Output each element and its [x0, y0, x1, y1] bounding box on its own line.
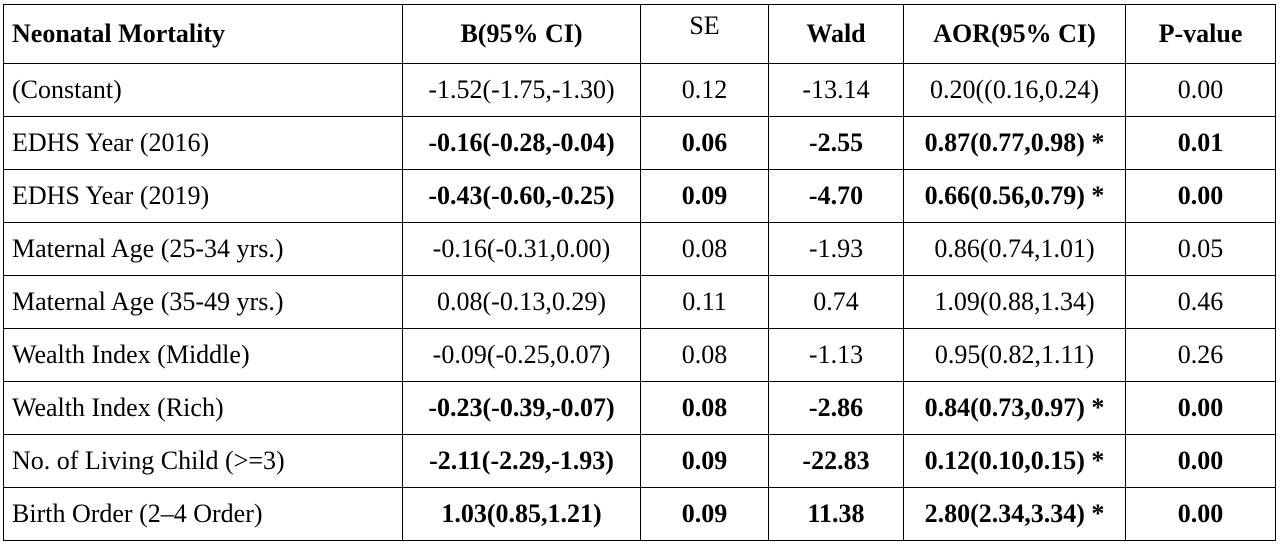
table-cell: 0.08 — [640, 222, 769, 276]
table-cell: 0.20((0.16,0.24) — [903, 63, 1126, 117]
table-cell: -2.11(-2.29,-1.93) — [402, 434, 641, 488]
table-cell: 0.01 — [1125, 116, 1276, 170]
table-cell: 0.00 — [1125, 487, 1276, 541]
table-cell: 0.09 — [640, 487, 769, 541]
table-cell: 0.06 — [640, 116, 769, 170]
table-cell: 1.09(0.88,1.34) — [903, 275, 1126, 329]
header-cell: P-value — [1125, 4, 1276, 64]
table-cell: 0.84(0.73,0.97) * — [903, 381, 1126, 435]
table-cell: 0.00 — [1125, 381, 1276, 435]
table-cell: 11.38 — [768, 487, 904, 541]
table-cell: 0.12(0.10,0.15) * — [903, 434, 1126, 488]
table-cell: 0.87(0.77,0.98) * — [903, 116, 1126, 170]
table-cell: Maternal Age (25-34 yrs.) — [3, 222, 403, 276]
table-cell: -22.83 — [768, 434, 904, 488]
header-cell: AOR(95% CI) — [903, 4, 1126, 64]
table-cell: 0.09 — [640, 169, 769, 223]
table-cell: -0.43(-0.60,-0.25) — [402, 169, 641, 223]
table-cell: -1.93 — [768, 222, 904, 276]
header-cell: Neonatal Mortality — [3, 4, 403, 64]
table-row: No. of Living Child (>=3) -2.11(-2.29,-1.… — [3, 434, 1276, 488]
table-cell: 0.00 — [1125, 169, 1276, 223]
table-cell: -2.86 — [768, 381, 904, 435]
table-cell: 0.95(0.82,1.11) — [903, 328, 1126, 382]
table-cell: Wealth Index (Middle) — [3, 328, 403, 382]
regression-table: Neonatal Mortality B(95% CI) SE Wald AOR(95%… — [3, 4, 1276, 541]
table-row: Maternal Age (35-49 yrs.) 0.08(-0.13,0.29… — [3, 275, 1276, 329]
table-cell: No. of Living Child (>=3) — [3, 434, 403, 488]
table-cell: -2.55 — [768, 116, 904, 170]
header-cell: B(95% CI) — [402, 4, 641, 64]
header-row: Neonatal Mortality B(95% CI) SE Wald AOR(95%… — [3, 4, 1276, 64]
table-cell: -1.13 — [768, 328, 904, 382]
table-cell: Wealth Index (Rich) — [3, 381, 403, 435]
table-row: Wealth Index (Middle) -0.09(-0.25,0.07) 0.… — [3, 328, 1276, 382]
table-cell: 0.00 — [1125, 63, 1276, 117]
table-cell: -1.52(-1.75,-1.30) — [402, 63, 641, 117]
table-cell: 0.11 — [640, 275, 769, 329]
table-cell: EDHS Year (2016) — [3, 116, 403, 170]
table-row: EDHS Year (2016) -0.16(-0.28,-0.04) 0.06 -2… — [3, 116, 1276, 170]
table-cell: Birth Order (2–4 Order) — [3, 487, 403, 541]
table-cell: 0.46 — [1125, 275, 1276, 329]
table-cell: 0.00 — [1125, 434, 1276, 488]
table-cell: -0.16(-0.31,0.00) — [402, 222, 641, 276]
table-cell: 0.09 — [640, 434, 769, 488]
table-cell: -0.23(-0.39,-0.07) — [402, 381, 641, 435]
table-cell: 0.74 — [768, 275, 904, 329]
table-cell: EDHS Year (2019) — [3, 169, 403, 223]
table-cell: 0.08(-0.13,0.29) — [402, 275, 641, 329]
table-cell: 0.08 — [640, 328, 769, 382]
table-cell: -0.16(-0.28,-0.04) — [402, 116, 641, 170]
table-cell: 0.86(0.74,1.01) — [903, 222, 1126, 276]
table-cell: (Constant) — [3, 63, 403, 117]
header-cell: SE — [640, 4, 769, 64]
table-cell: 0.26 — [1125, 328, 1276, 382]
table-row: Maternal Age (25-34 yrs.) -0.16(-0.31,0.0… — [3, 222, 1276, 276]
table-cell: 2.80(2.34,3.34) * — [903, 487, 1126, 541]
table-body: (Constant) -1.52(-1.75,-1.30) 0.12 -13.14 0.… — [3, 63, 1276, 541]
table-row: Wealth Index (Rich) -0.23(-0.39,-0.07) 0.0… — [3, 381, 1276, 435]
table-cell: -4.70 — [768, 169, 904, 223]
table-cell: 0.08 — [640, 381, 769, 435]
table-row: EDHS Year (2019) -0.43(-0.60,-0.25) 0.09 -4… — [3, 169, 1276, 223]
table-cell: Maternal Age (35-49 yrs.) — [3, 275, 403, 329]
table-cell: 0.66(0.56,0.79) * — [903, 169, 1126, 223]
table-cell: -13.14 — [768, 63, 904, 117]
table-cell: -0.09(-0.25,0.07) — [402, 328, 641, 382]
header-cell: Wald — [768, 4, 904, 64]
table-cell: 1.03(0.85,1.21) — [402, 487, 641, 541]
table-cell: 0.12 — [640, 63, 769, 117]
table-row: (Constant) -1.52(-1.75,-1.30) 0.12 -13.14 0.… — [3, 63, 1276, 117]
table-cell: 0.05 — [1125, 222, 1276, 276]
table-row: Birth Order (2–4 Order) 1.03(0.85,1.21) 0.… — [3, 487, 1276, 541]
